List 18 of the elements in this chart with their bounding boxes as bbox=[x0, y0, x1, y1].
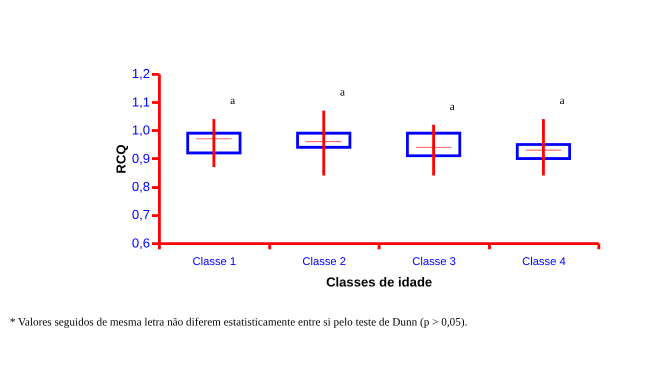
y-tick-label: 1,2 bbox=[132, 66, 150, 82]
annotation: a bbox=[450, 100, 455, 113]
x-tick-label: Classe 4 bbox=[522, 256, 566, 268]
y-tick-label: 0,7 bbox=[132, 207, 150, 222]
y-tick-label: 0,6 bbox=[132, 235, 150, 250]
annotation: a bbox=[340, 86, 345, 99]
y-tick-label: 1,0 bbox=[132, 122, 150, 138]
x-tick-label: Classe 2 bbox=[302, 256, 346, 268]
y-axis-title: RCQ bbox=[113, 144, 128, 174]
x-tick-label: Classe 3 bbox=[412, 256, 456, 268]
x-axis-title: Classes de idade bbox=[326, 274, 432, 290]
y-tick-label: 0,9 bbox=[132, 150, 150, 166]
annotation: a bbox=[230, 95, 236, 108]
x-tick-label: Classe 1 bbox=[192, 256, 236, 268]
y-tick-label: 0,8 bbox=[132, 178, 150, 194]
y-tick-label: 1,1 bbox=[132, 94, 150, 110]
text: * Valores seguidos de mesma letra não diferem estatisticamente entre si pelo teste de Dunn (p > 0,05). bbox=[10, 316, 468, 328]
annotation: a bbox=[560, 95, 565, 108]
